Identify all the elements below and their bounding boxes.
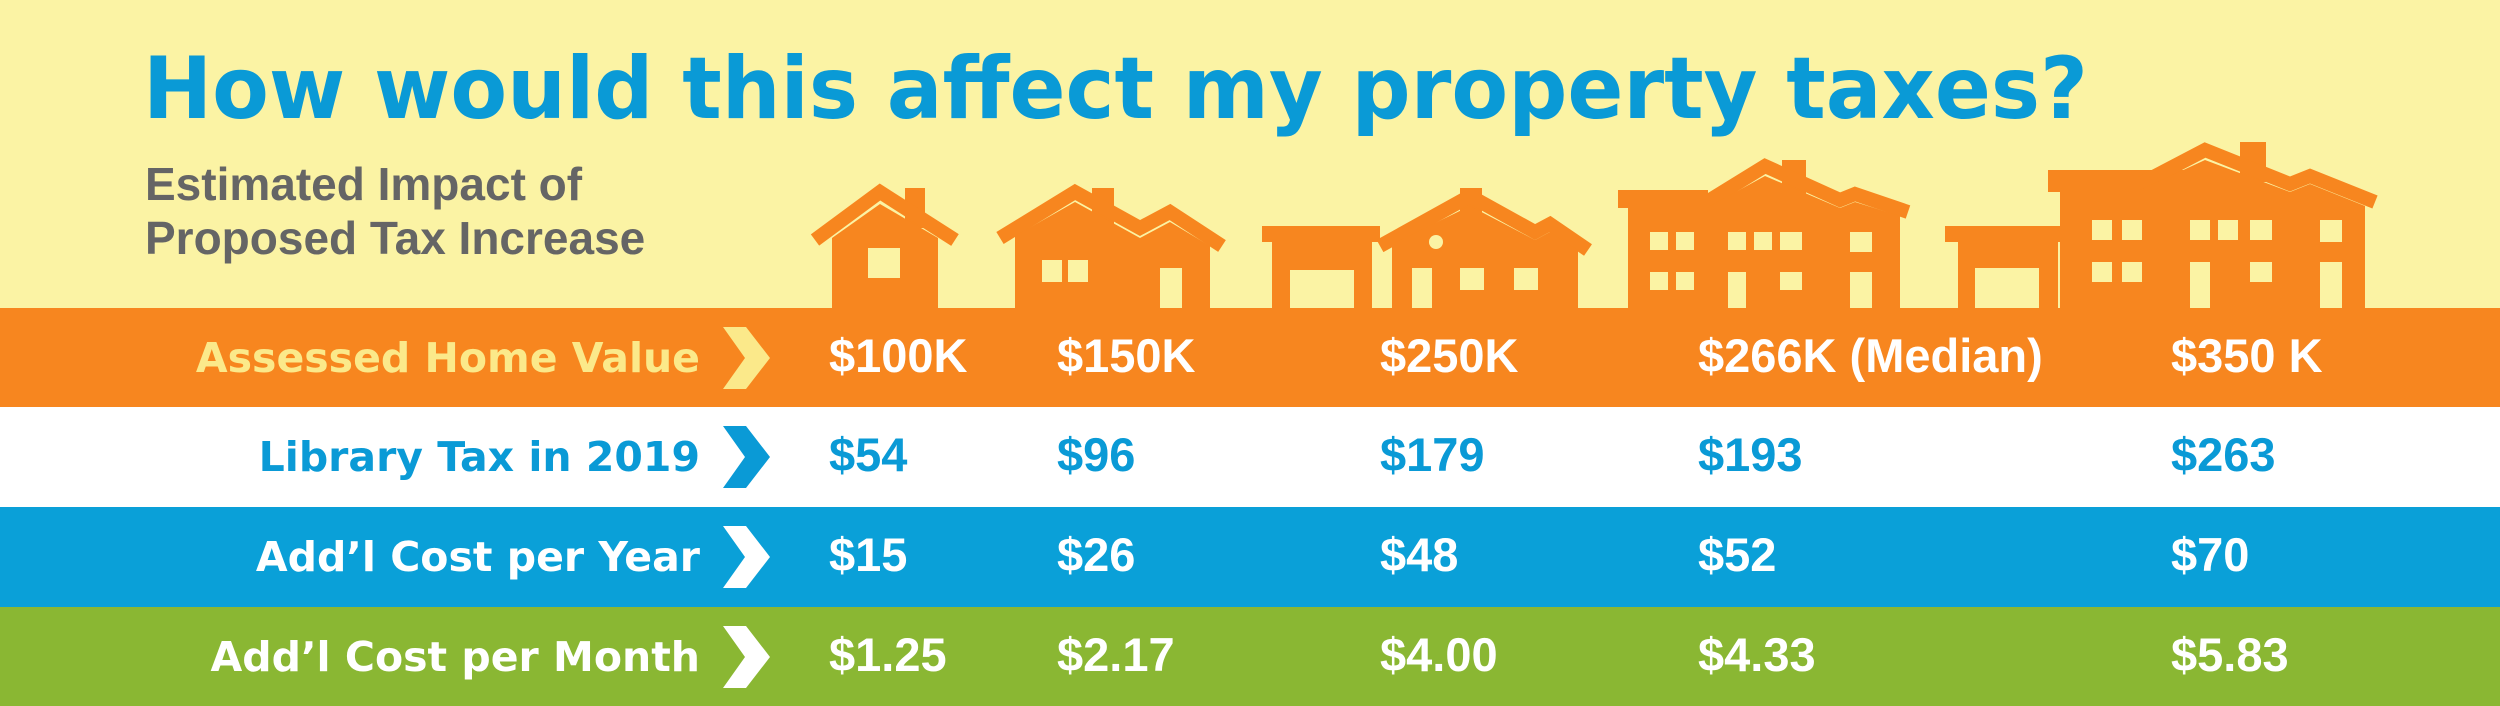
row-band [0, 507, 2500, 607]
subtitle: Proposed Tax Increase [145, 212, 645, 264]
cell-value: $193 [1698, 428, 1803, 481]
row-label: Add’l Cost per Year [256, 533, 701, 581]
cell-value: $100K [829, 329, 968, 382]
cell-value: $179 [1380, 428, 1485, 481]
chevron [723, 526, 770, 588]
cell-value: $1.25 [829, 628, 947, 681]
cell-value: $266K (Median) [1698, 329, 2043, 382]
cell-value: $4.00 [1380, 628, 1498, 681]
row-band [0, 407, 2500, 507]
row-label: Add’l Cost per Month [211, 633, 700, 681]
cell-value: $54 [829, 428, 907, 481]
cell-value: $96 [1057, 428, 1135, 481]
cell-value: $250K [1380, 329, 1519, 382]
chevron [723, 426, 770, 488]
cell-value: $2.17 [1057, 628, 1175, 681]
cell-value: $5.83 [2171, 628, 2289, 681]
cell-value: $26 [1057, 528, 1135, 581]
cell-value: $263 [2171, 428, 2276, 481]
chevron [723, 327, 770, 389]
cell-value: $150K [1057, 329, 1196, 382]
cell-value: $52 [1698, 528, 1776, 581]
chevron [723, 626, 770, 688]
cell-value: $48 [1380, 528, 1458, 581]
row-band [0, 607, 2500, 706]
title: How would this affect my property taxes? [143, 39, 2088, 139]
houses [810, 142, 2378, 308]
row-band [0, 308, 2500, 407]
cell-value: $4.33 [1698, 628, 1816, 681]
subtitle: Estimated Impact of [145, 158, 583, 210]
row-label: Library Tax in 2019 [259, 433, 700, 481]
row-label: Assessed Home Value [196, 334, 700, 382]
cell-value: $70 [2171, 528, 2249, 581]
cell-value: $15 [829, 528, 907, 581]
cell-value: $350 K [2171, 329, 2323, 382]
